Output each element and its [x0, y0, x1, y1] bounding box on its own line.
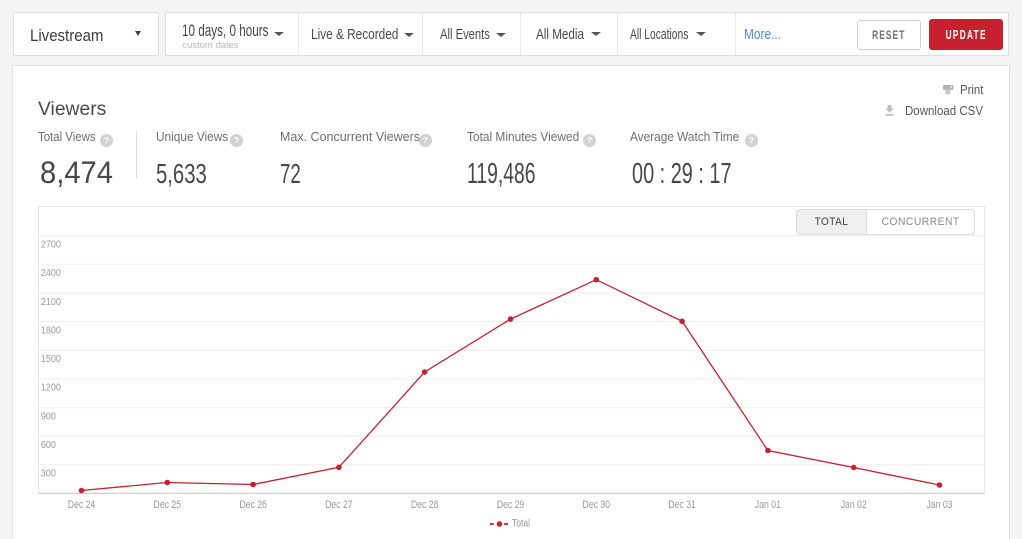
svg-text:1500: 1500 — [41, 354, 61, 365]
svg-text:Jan 03: Jan 03 — [927, 499, 953, 511]
svg-text:Total: Total — [512, 517, 530, 529]
svg-text:Dec 27: Dec 27 — [325, 499, 353, 511]
svg-text:2700: 2700 — [41, 240, 61, 251]
svg-text:Dec 25: Dec 25 — [154, 499, 182, 511]
svg-text:Dec 26: Dec 26 — [239, 499, 267, 511]
svg-text:Dec 31: Dec 31 — [668, 499, 696, 511]
svg-text:Dec 30: Dec 30 — [583, 499, 611, 511]
svg-text:Dec 24: Dec 24 — [68, 499, 96, 511]
svg-text:Dec 28: Dec 28 — [411, 499, 439, 511]
svg-text:Dec 29: Dec 29 — [497, 499, 525, 511]
svg-text:600: 600 — [41, 440, 56, 451]
svg-text:300: 300 — [41, 469, 56, 480]
svg-text:Jan 02: Jan 02 — [841, 499, 867, 511]
svg-text:1200: 1200 — [41, 383, 61, 394]
svg-text:2100: 2100 — [41, 297, 61, 308]
svg-text:1800: 1800 — [41, 325, 61, 336]
svg-text:900: 900 — [41, 411, 56, 422]
svg-text:2400: 2400 — [41, 268, 61, 279]
svg-text:Jan 01: Jan 01 — [755, 499, 781, 511]
